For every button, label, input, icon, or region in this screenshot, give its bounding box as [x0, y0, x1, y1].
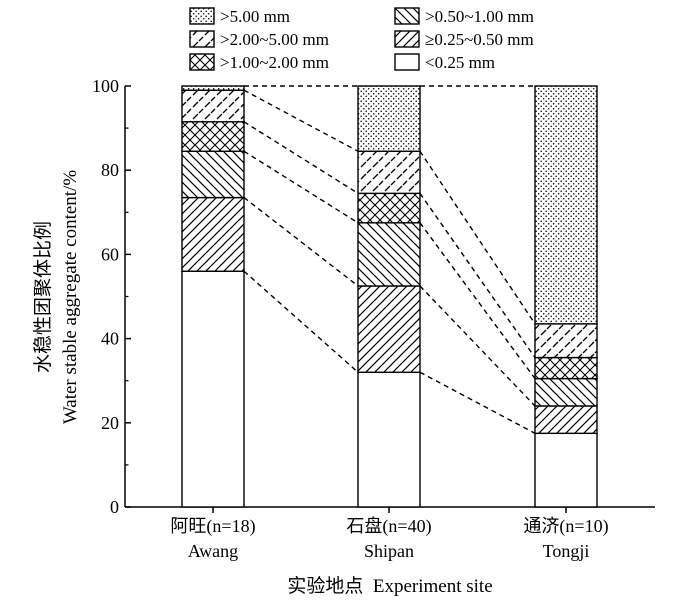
y-tick-label: 60	[101, 244, 119, 264]
connector-line	[243, 197, 359, 287]
bar-segment-awang-0-50-1-00-mm	[181, 150, 245, 199]
legend: >5.00 mm >0.50~1.00 mm >2.00~5.00 mm ≥0.25~…	[189, 7, 534, 72]
connector-line	[419, 285, 536, 407]
x-category-label-cn: 石盘(n=40)	[346, 516, 431, 537]
y-axis-label-cn: 水稳性团聚体比例	[32, 221, 54, 373]
legend-label: >1.00~2.00 mm	[220, 53, 329, 72]
bar-segment-shipan-0-25-mm	[357, 371, 421, 508]
bar-segment-tongji-2-00-5-00-mm	[534, 323, 598, 359]
legend-swatch-0-25-0-50-mm	[394, 30, 420, 48]
connector-line	[243, 121, 359, 194]
bar-segment-shipan-1-00-2-00-mm	[357, 192, 421, 224]
legend-label: >0.50~1.00 mm	[425, 7, 534, 26]
x-category-label-en: Shipan	[364, 541, 414, 561]
y-tick-label: 0	[110, 497, 119, 517]
bar-segment-shipan-5-00-mm	[357, 85, 421, 152]
bar-segment-awang-1-00-2-00-mm	[181, 121, 245, 152]
bar-segment-tongji-1-00-2-00-mm	[534, 356, 598, 380]
legend-label: >5.00 mm	[220, 7, 290, 26]
x-category-label-en: Awang	[188, 541, 238, 561]
x-category-label-cn: 通济(n=10)	[523, 516, 608, 537]
connector-line	[419, 371, 536, 434]
connector-line	[243, 150, 359, 224]
connector-line	[419, 150, 536, 325]
bar-segment-awang-5-00-mm	[181, 85, 245, 91]
legend-swatch-5-00-mm	[189, 7, 215, 25]
bar-segment-tongji-0-50-1-00-mm	[534, 377, 598, 407]
connector-line	[243, 270, 359, 373]
bar-segment-shipan-0-50-1-00-mm	[357, 222, 421, 287]
bar-segment-shipan-2-00-5-00-mm	[357, 150, 421, 195]
legend-swatch-0-50-1-00-mm	[394, 7, 420, 25]
y-tick-label: 20	[101, 413, 119, 433]
bar-segment-tongji-0-25-mm	[534, 432, 598, 508]
bar-segment-awang-0-25-0-50-mm	[181, 196, 245, 272]
legend-label: >2.00~5.00 mm	[220, 30, 329, 49]
legend-label: <0.25 mm	[425, 53, 495, 72]
bar-segment-shipan-0-25-0-50-mm	[357, 285, 421, 373]
x-category-label-cn: 阿旺(n=18)	[170, 516, 255, 537]
y-tick-label: 40	[101, 329, 119, 349]
legend-swatch-0-25-mm	[394, 53, 420, 71]
bar-segment-awang-0-25-mm	[181, 270, 245, 508]
y-axis-label-en: Water stable aggregate content/%	[60, 170, 81, 424]
connector-line	[419, 222, 536, 380]
connector-line	[419, 192, 536, 358]
bar-segment-tongji-5-00-mm	[534, 85, 598, 325]
legend-label: ≥0.25~0.50 mm	[425, 30, 534, 49]
legend-swatch-1-00-2-00-mm	[189, 53, 215, 71]
x-axis-label: 实验地点 Experiment site	[287, 575, 492, 597]
y-tick-label: 80	[101, 160, 119, 180]
plot-area: 0 20 40 60 80 100 阿旺(n=18) Awang 石盘(n=40) Shipan 通…	[92, 76, 655, 561]
bar-segment-awang-2-00-5-00-mm	[181, 89, 245, 123]
bar-segment-tongji-0-25-0-50-mm	[534, 405, 598, 435]
x-category-label-en: Tongji	[543, 541, 590, 561]
legend-swatch-2-00-5-00-mm	[189, 30, 215, 48]
y-tick-label: 100	[92, 76, 119, 96]
connector-line	[243, 89, 359, 152]
